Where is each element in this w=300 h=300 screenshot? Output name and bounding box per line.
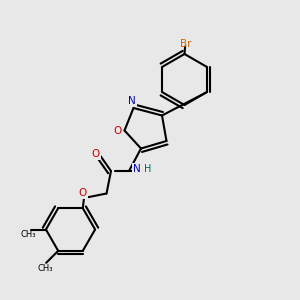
Text: O: O: [79, 188, 87, 198]
Text: Br: Br: [180, 39, 191, 50]
Text: H: H: [144, 164, 152, 175]
Text: CH₃: CH₃: [21, 230, 36, 239]
Text: CH₃: CH₃: [37, 264, 53, 273]
Text: N: N: [128, 96, 136, 106]
Text: N: N: [133, 164, 140, 175]
Text: O: O: [114, 125, 122, 136]
Text: O: O: [92, 148, 100, 159]
